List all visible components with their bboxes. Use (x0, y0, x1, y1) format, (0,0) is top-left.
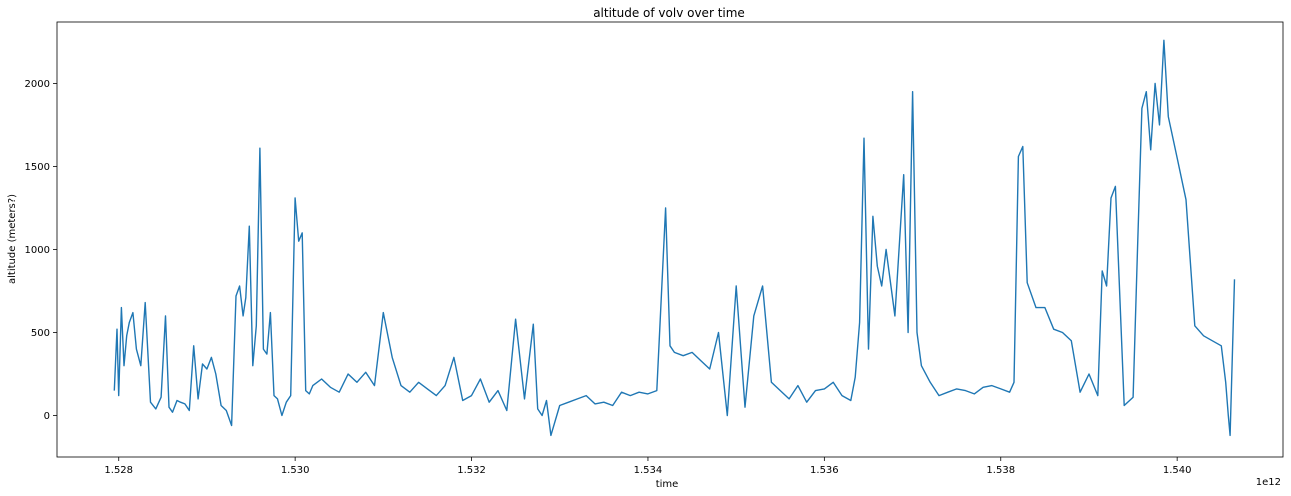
x-tick-label: 1.528 (104, 465, 133, 476)
y-axis-ticks: 0 500 1000 1500 2000 (25, 79, 57, 422)
y-tick-label: 0 (44, 411, 50, 422)
x-axis-offset-label: 1e12 (1256, 477, 1281, 488)
x-tick-label: 1.532 (457, 465, 486, 476)
x-tick-label: 1.536 (810, 465, 839, 476)
series-line-altitude (113, 39, 1236, 437)
y-tick-label: 2000 (25, 79, 50, 90)
y-tick-label: 1500 (25, 162, 50, 173)
chart-title: altitude of volv over time (593, 6, 745, 20)
plot-area (56, 21, 1284, 458)
x-tick-label: 1.530 (281, 465, 310, 476)
y-axis-label: altitude (meters?) (7, 194, 18, 284)
y-tick-label: 1000 (25, 245, 50, 256)
x-axis-ticks: 1.528 1.530 1.532 1.534 1.536 1.538 1.540 (104, 457, 1191, 476)
x-tick-label: 1.538 (986, 465, 1015, 476)
y-tick-label: 500 (31, 328, 50, 339)
series-layer (113, 39, 1236, 437)
plot-frame (56, 21, 1284, 458)
x-axis-label: time (656, 479, 679, 490)
x-tick-label: 1.540 (1163, 465, 1192, 476)
x-tick-label: 1.534 (634, 465, 663, 476)
